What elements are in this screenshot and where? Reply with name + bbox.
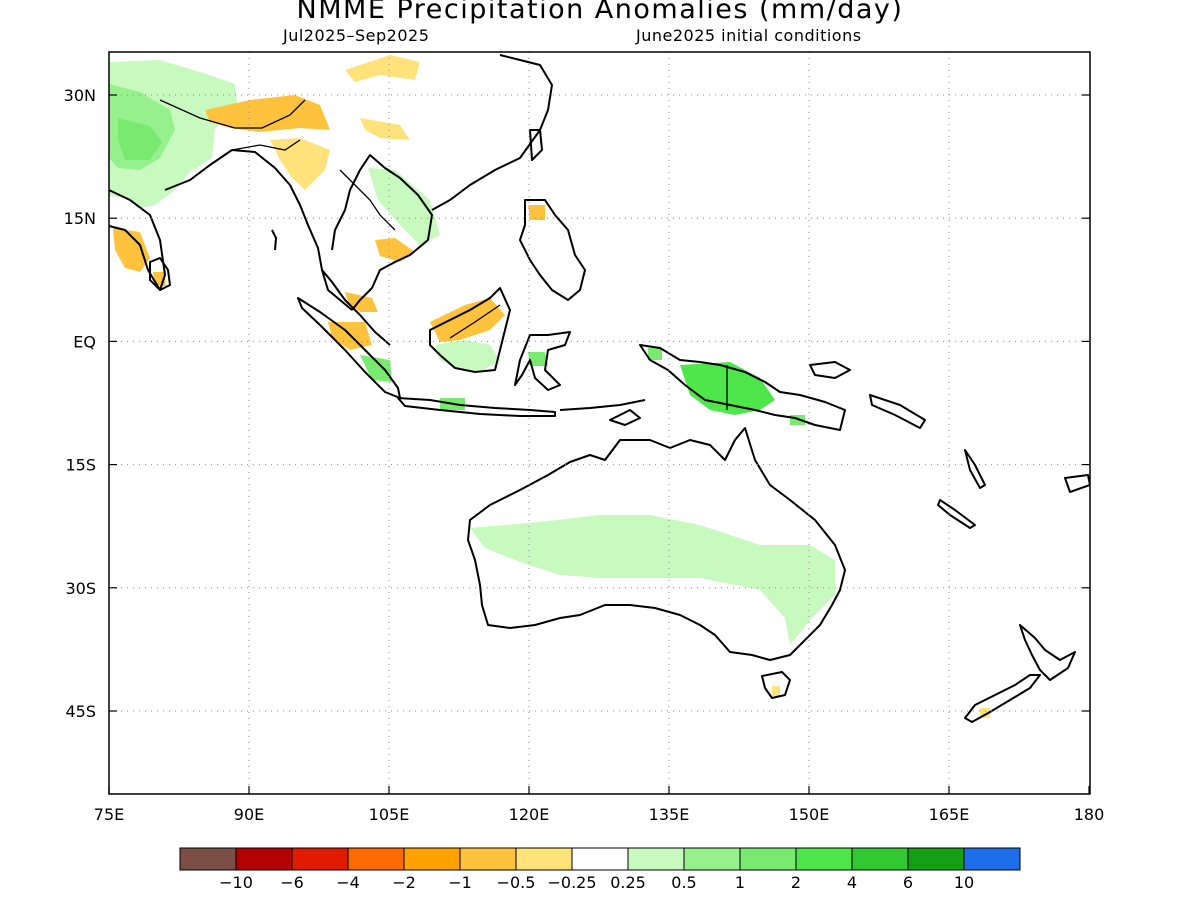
coastline-solomons [869,394,926,429]
colorbar-swatch [683,847,741,871]
colorbar-swatch [571,847,629,871]
colorbar-label: 4 [847,873,857,892]
coastline-borneo [429,287,511,373]
lon-tick-label: 180 [1074,805,1105,824]
anomaly-philippines-dry [528,205,545,220]
lat-tick-label: 15N [64,209,96,228]
colorbar-swatch [907,847,965,871]
anomaly-tibet-dry-1 [345,55,420,82]
coastline-new-britain [809,361,851,379]
coastline-china [431,54,553,211]
anomaly-sulawesi-wet [528,352,548,366]
coastline-vanuatu [964,449,986,489]
colorbar-label: 6 [903,873,913,892]
colorbar-label: −0.25 [547,873,596,892]
graticule [109,52,1090,794]
anomaly-burma-dry [270,138,330,190]
lon-tick-label: 105E [369,805,410,824]
anomaly-sumatra-wet [360,355,392,382]
lon-tick-label: 135E [649,805,690,824]
anomaly-shading [109,55,990,718]
colorbar-label: 0.5 [671,873,696,892]
colorbar-swatch [627,847,685,871]
coastline-andaman [271,229,277,251]
coastline-fiji [1064,474,1090,493]
colorbar-swatch [291,847,349,871]
colorbar-swatch [459,847,517,871]
colorbar-swatch [347,847,405,871]
anomaly-indochina-dry [375,238,415,262]
colorbar-label: −2 [392,873,416,892]
border-borneo [449,304,501,339]
anomaly-india-south-dry [113,228,150,272]
lon-tick-label: 165E [929,805,970,824]
colorbar-swatch [515,847,573,871]
colorbar-label: −4 [336,873,360,892]
anomaly-malaya-dry [345,292,378,312]
colorbar-swatch [963,847,1021,871]
colorbar-swatch [179,847,237,871]
axis-ticks: 75E 90E 105E 120E 135E 150E 165E 180 30N 15N EQ 15S… [64,86,1105,824]
colorbar-swatch [235,847,293,871]
coastline-indochina [331,154,433,311]
coastline-nz-north [1019,624,1076,681]
forecast-period: Jul2025–Sep2025 [283,26,430,45]
coastline-lesser-sunda [559,399,646,411]
colorbar: −10 −6 −4 −2 −1 −0.5 −0.25 0.25 0.5 1 2 4 6 10 [179,847,1021,892]
colorbar-swatch [403,847,461,871]
colorbar-swatch [795,847,853,871]
coastline-malay [321,269,391,346]
coastline-tasmania [761,671,791,699]
colorbar-label: 2 [791,873,801,892]
lon-tick-label: 90E [234,805,264,824]
colorbar-label: −10 [219,873,253,892]
coastlines [109,54,1090,723]
anomaly-indochina-wet [368,168,440,245]
coastline-bay-of-bengal [164,149,353,311]
colorbar-label: −1 [448,873,472,892]
lat-tick-label: EQ [73,332,96,351]
colorbar-label: 1 [735,873,745,892]
coastline-nz-south [964,674,1041,723]
anomaly-tibet-dry-2 [360,118,410,140]
anomaly-png-wet-small [648,348,662,360]
lon-tick-label: 75E [94,805,124,824]
anomaly-tasmania-dry [772,686,780,696]
colorbar-label: 10 [954,873,974,892]
anomaly-nepal-dry [205,95,330,132]
coastline-taiwan [529,129,543,161]
lat-tick-label: 30N [64,86,96,105]
coastline-new-guinea [639,344,846,431]
lat-tick-label: 45S [65,702,96,721]
coastline-srilanka [149,257,171,291]
map-title: NMME Precipitation Anomalies (mm/day) [296,0,904,25]
lon-tick-label: 120E [509,805,550,824]
coastline-sulawesi [514,331,571,391]
lon-tick-label: 150E [789,805,830,824]
coastline-asia [109,189,166,291]
colorbar-label: 0.25 [610,873,646,892]
anomaly-india-wet-core [118,118,162,160]
colorbar-swatch [739,847,797,871]
anomaly-borneo-wet [435,340,500,372]
coastline-timor [609,409,641,426]
coastline-java [397,397,556,417]
colorbar-label: −0.5 [497,873,536,892]
coastline-new-caledonia [937,499,976,529]
initial-conditions: June2025 initial conditions [636,26,862,45]
plot-frame [108,51,1091,795]
coastline-australia [467,427,846,661]
borders [159,99,728,410]
anomaly-borneo-dry [430,298,505,342]
lat-tick-label: 15S [65,456,96,475]
border-india-east [231,139,301,151]
coastline-philippines [519,199,586,301]
border-indochina [339,169,396,231]
lat-tick-label: 30S [65,579,96,598]
border-himalaya [159,99,306,129]
anomaly-australia-wet [470,515,835,645]
colorbar-label: −6 [280,873,304,892]
colorbar-swatch [851,847,909,871]
